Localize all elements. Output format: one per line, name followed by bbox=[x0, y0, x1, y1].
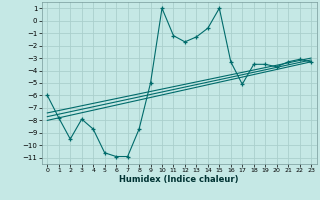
X-axis label: Humidex (Indice chaleur): Humidex (Indice chaleur) bbox=[119, 175, 239, 184]
